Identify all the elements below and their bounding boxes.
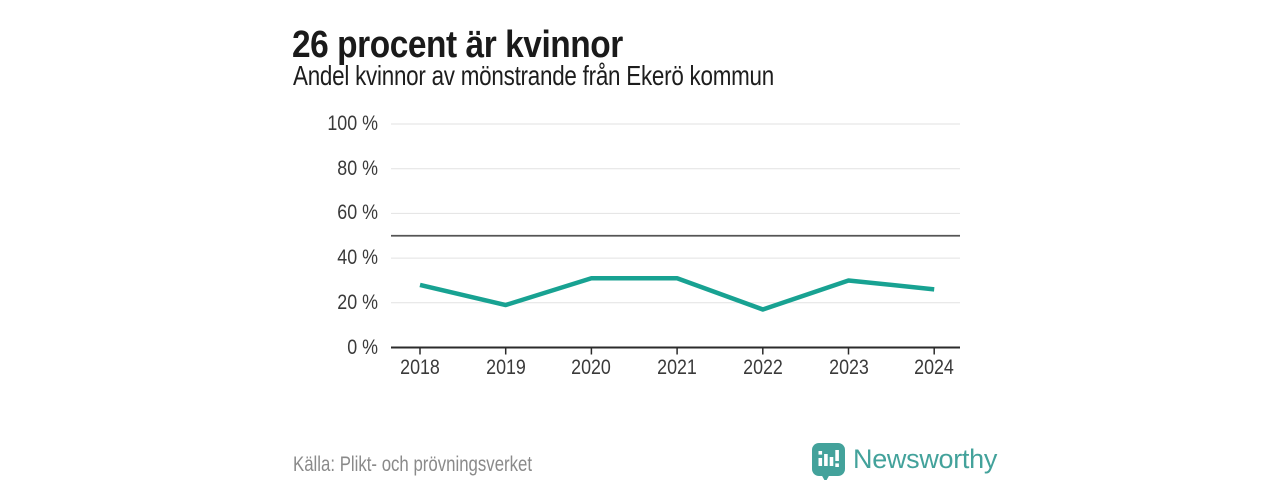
chart-subtitle: Andel kvinnor av mönstrande från Ekerö k…: [293, 60, 774, 91]
x-tick-label: 2020: [571, 356, 612, 379]
newsworthy-logo[interactable]: Newsworthy: [811, 442, 997, 480]
x-tick-label: 2023: [828, 356, 869, 379]
newsworthy-brand-name: Newsworthy: [853, 444, 998, 474]
x-tick-label: 2018: [400, 356, 440, 379]
data-line-andel-kvinnor: [419, 275, 935, 312]
x-tick-label: 2019: [485, 356, 526, 379]
newsworthy-logo-icon: [812, 443, 845, 480]
y-tick-label: 80 %: [337, 156, 378, 180]
x-tick-label: 2022: [742, 356, 783, 379]
y-tick-label: 60 %: [337, 201, 378, 225]
x-tick-label: 2021: [657, 356, 697, 379]
source-note: Källa: Plikt- och prövningsverket: [293, 453, 533, 476]
y-tick-label: 100 %: [327, 112, 378, 135]
chart-title: 26 procent är kvinnor: [292, 24, 623, 67]
y-tick-label: 20 %: [337, 290, 378, 314]
speech-bubble-tail: [821, 474, 830, 480]
y-tick-label: 40 %: [337, 246, 378, 270]
y-tick-label: 0 %: [347, 335, 378, 359]
x-tick-label: 2024: [914, 356, 955, 379]
